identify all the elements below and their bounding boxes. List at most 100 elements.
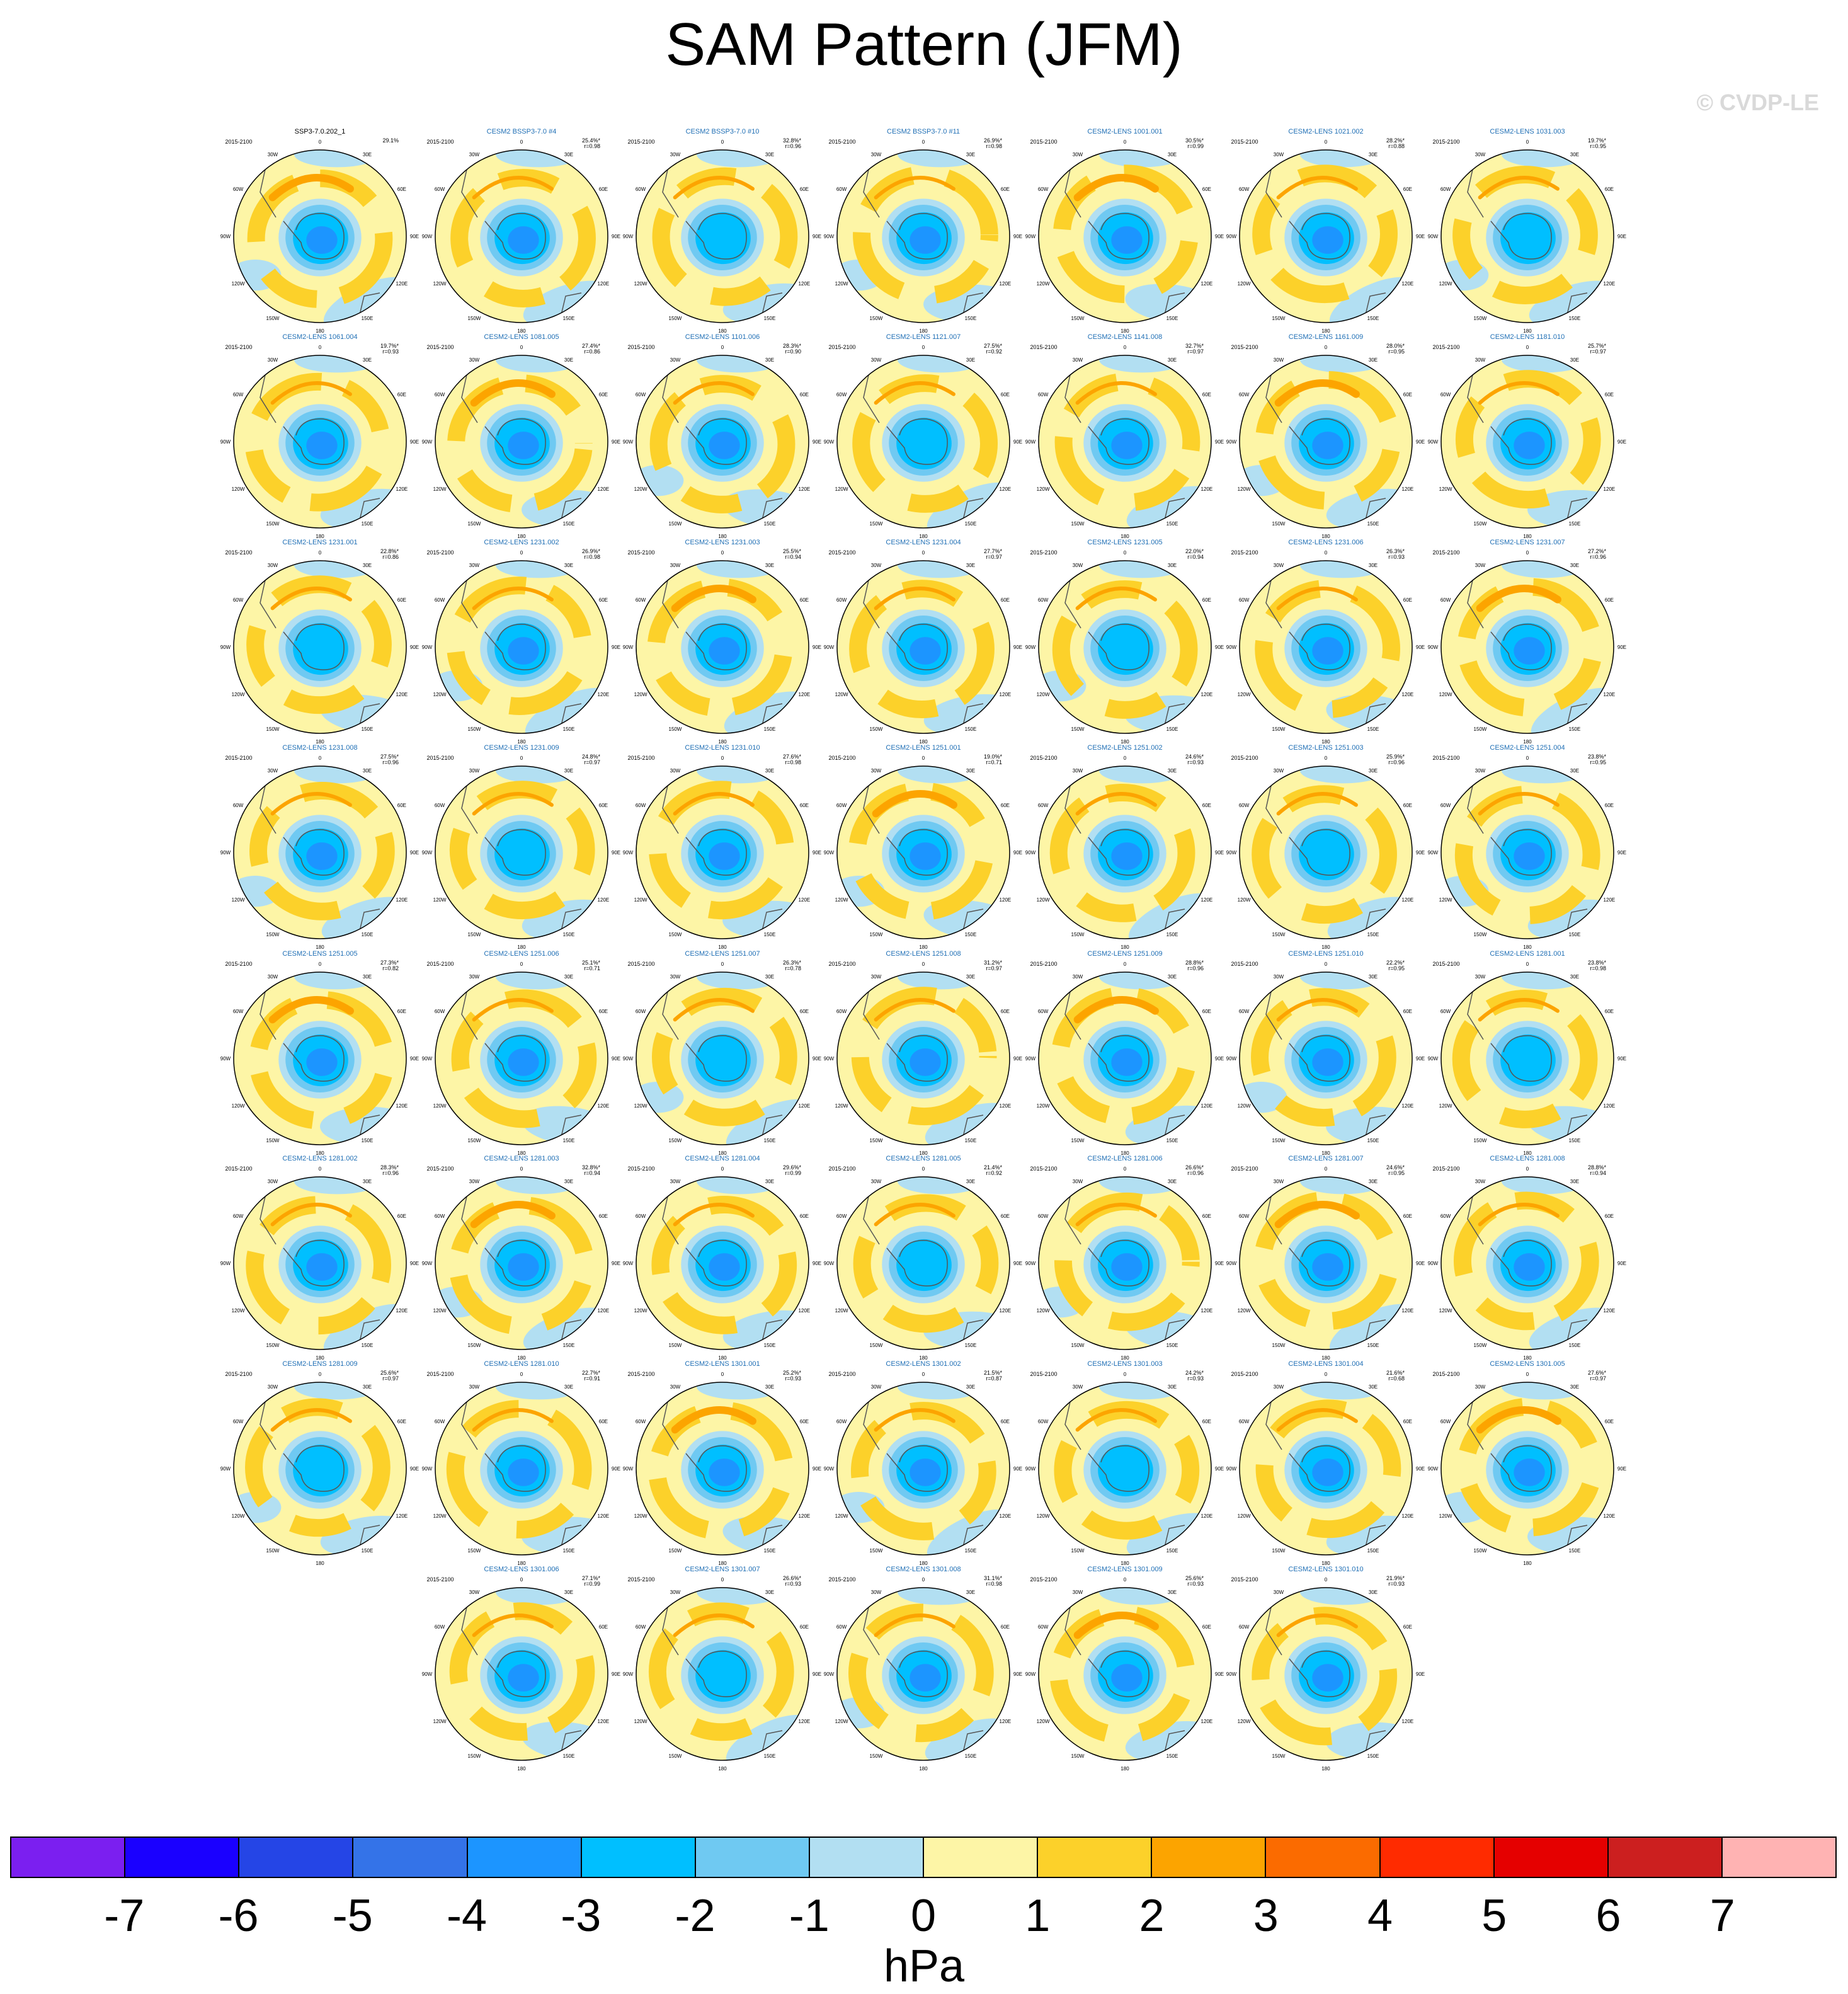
negative-anomaly-core [1312,1458,1343,1486]
longitude-label: 120E [1201,1308,1213,1314]
panel-variance: 27.7%* [984,548,1003,554]
longitude-label: 0 [319,961,322,967]
longitude-label: 120W [1037,897,1050,903]
positive-anomaly-ring [648,1602,794,1741]
longitude-label: 150W [1071,1138,1085,1143]
negative-anomaly-patch [696,150,783,168]
longitude-label: 60W [836,1009,847,1014]
longitude-label: 180 [1121,1766,1129,1772]
longitude-label: 180 [1523,944,1532,950]
longitude-label: 0 [1526,139,1529,145]
panel-period: 2015-2100 [426,1166,453,1172]
panel-variance: 27.3%* [380,960,399,966]
longitude-label: 120E [1000,281,1012,287]
longitude-label: 150W [669,726,682,732]
longitude-label: 90W [422,645,433,650]
negative-anomaly-patch [696,561,783,578]
longitude-label: 30E [1570,1179,1579,1184]
longitude-label: 120E [1201,486,1213,492]
negative-anomaly-patch [1501,150,1588,168]
longitude-label: 150E [1166,1343,1178,1348]
sam-field [435,561,608,733]
map-border [435,149,608,323]
sam-field [636,150,809,323]
panel-correlation: r=0.96 [382,1170,399,1176]
longitude-label: 120W [433,1719,447,1724]
panel-period: 2015-2100 [1030,755,1057,761]
longitude-label: 120E [1000,1513,1012,1519]
longitude-label: 90E [612,234,620,239]
map-border [435,765,608,939]
longitude-label: 180 [919,1150,928,1156]
panel-title: CESM2-LENS 1061.004 [282,333,357,341]
positive-anomaly-max [1478,998,1560,1022]
colorbar-box [924,1838,1039,1877]
longitude-label: 30W [268,357,278,363]
longitude-label: 30W [1274,1590,1284,1595]
longitude-label: 60E [800,1419,809,1424]
map-border [1239,1587,1413,1761]
longitude-label: 0 [319,550,322,556]
longitude-label: 30W [670,563,681,568]
panel-period: 2015-2100 [1231,1576,1258,1583]
negative-anomaly-core [1111,1253,1143,1281]
panel-period: 2015-2100 [828,961,855,967]
negative-anomaly-patch [897,561,984,578]
panel-variance: 27.5%* [380,753,399,760]
longitude-label: 30E [363,357,372,363]
negative-anomaly-patch [1098,355,1185,373]
longitude-label: 0 [922,1372,925,1377]
map-border [1440,971,1614,1145]
panel-title: CESM2-LENS 1301.009 [1087,1566,1162,1573]
panel-correlation: r=0.96 [382,759,399,765]
longitude-label: 150E [563,1343,575,1348]
longitude-label: 180 [316,1355,324,1361]
panel-variance: 22.0%* [1185,548,1204,554]
longitude-label: 30W [268,1179,278,1184]
longitude-label: 60W [435,392,445,398]
longitude-label: 150E [965,1753,977,1759]
longitude-label: 30E [1168,1590,1177,1595]
longitude-label: 90E [1617,850,1626,856]
longitude-label: 150W [266,932,280,937]
longitude-label: 150E [764,726,776,732]
negative-anomaly-core [1514,637,1545,665]
longitude-label: 180 [1321,739,1330,745]
map-panel: 0 30E 60E 90E 120E 150E 180 150W 120W 90W 60W 30W CE… [623,1566,821,1772]
positive-anomaly-max [1073,1612,1159,1639]
longitude-label: 30E [564,357,573,363]
longitude-label: 0 [1325,550,1328,556]
map-panel: 0 30E 60E 90E 120E 150E 180 150W 120W 90W 60W 30W CE… [1025,744,1224,950]
longitude-label: 90W [824,645,835,650]
longitude-label: 30W [1073,1179,1083,1184]
longitude-label: 180 [718,534,727,539]
negative-anomaly-core [1312,1664,1343,1692]
sam-field [1039,1382,1211,1555]
negative-anomaly-core [508,637,539,665]
panel-correlation: r=0.99 [1187,143,1204,149]
sam-field [234,1382,406,1555]
longitude-label: 120E [1402,897,1414,903]
panel-variance: 25.9%* [1386,753,1405,760]
negative-anomaly-core [910,637,941,665]
longitude-label: 90W [824,850,835,856]
map-border [435,971,608,1145]
panel-correlation: r=0.97 [1187,348,1204,355]
longitude-label: 60E [1403,1213,1412,1219]
negative-anomaly-core [910,226,941,254]
positive-anomaly-ring [446,1400,592,1538]
longitude-label: 30E [564,1179,573,1184]
sam-field [234,1177,406,1349]
positive-anomaly-ring [246,1196,392,1335]
panel-correlation: r=0.97 [584,759,600,765]
longitude-label: 180 [1321,534,1330,539]
panel-correlation: r=0.71 [986,759,1002,765]
longitude-label: 90E [1013,439,1022,445]
map-panel: 0 30E 60E 90E 120E 150E 180 150W 120W 90W 60W 30W CE… [824,1155,1022,1361]
longitude-label: 120E [396,692,408,697]
longitude-label: 30W [670,1590,681,1595]
longitude-label: 180 [919,1766,928,1772]
longitude-label: 120W [1439,1103,1452,1109]
sam-field [234,150,406,323]
negative-anomaly-patch [1098,1382,1185,1400]
